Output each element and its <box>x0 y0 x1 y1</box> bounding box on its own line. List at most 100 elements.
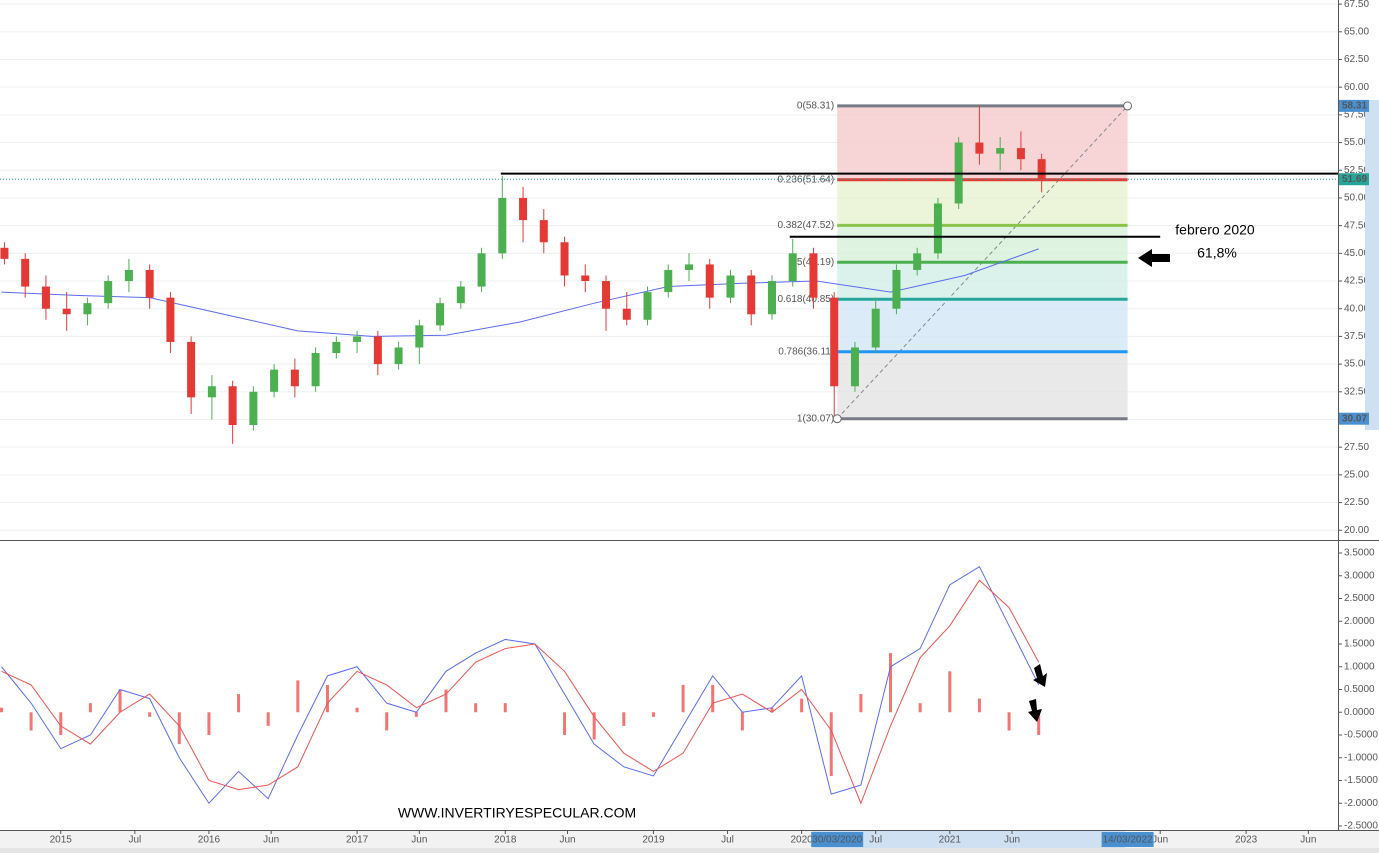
price-marker-label: 58.31 <box>1342 101 1367 112</box>
macd-line <box>1 565 1040 805</box>
histogram-bar <box>414 712 418 717</box>
histogram-bar <box>0 707 3 713</box>
fib-zone <box>837 179 1128 226</box>
y-tick-label: 57.50 <box>1344 110 1369 121</box>
histogram-bar <box>474 703 478 713</box>
candle-body <box>104 281 113 304</box>
histogram-bar <box>711 684 715 713</box>
histogram-bar <box>266 712 270 726</box>
candle-body <box>913 253 922 270</box>
histogram-bar <box>977 698 981 713</box>
histogram-bar <box>237 694 241 713</box>
histogram-bar <box>651 712 655 717</box>
x-tick-label: Jul <box>869 835 882 846</box>
candle-body <box>456 286 465 304</box>
fib-label: 0.382(47.52) <box>777 220 834 231</box>
fib-zone <box>837 262 1128 300</box>
arrow <box>1138 249 1170 267</box>
histogram-bar <box>444 689 448 713</box>
histogram-bar <box>681 684 685 713</box>
histogram-bar <box>88 703 92 713</box>
y-tick-label: 22.50 <box>1344 497 1369 508</box>
fib-zone <box>837 225 1128 263</box>
histogram-bar <box>118 689 122 713</box>
histogram-bar <box>829 712 833 776</box>
candle-body <box>809 253 818 298</box>
candle-body <box>685 264 694 270</box>
candle-body <box>145 269 154 298</box>
candle-body <box>62 308 71 315</box>
x-tick-label: Jun <box>1152 835 1168 846</box>
y-tick-label: 67.50 <box>1344 0 1369 10</box>
histogram-bar <box>59 712 63 735</box>
y-tick-label: 1.0000 <box>1344 661 1375 672</box>
candle-body <box>353 336 362 342</box>
candle-body <box>415 325 424 348</box>
candle-body <box>705 264 714 298</box>
y-tick-label: 0.0000 <box>1344 707 1375 718</box>
candle-body <box>539 220 548 243</box>
candle-body <box>124 269 133 282</box>
candle-body <box>21 258 30 287</box>
histogram-bar <box>296 680 300 713</box>
x-tick-label: Jun <box>1004 835 1020 846</box>
y-tick-label: 60.00 <box>1344 82 1369 93</box>
histogram-bar <box>503 703 507 713</box>
y-tick-label: 27.50 <box>1344 442 1369 453</box>
x-tick-label: 2017 <box>346 835 369 846</box>
x-tick-label: Jun <box>1300 835 1316 846</box>
candle-body <box>498 197 507 254</box>
x-tick-label: 2020 <box>790 835 813 846</box>
y-tick-label: 37.50 <box>1344 331 1369 342</box>
x-tick-label: Jul <box>721 835 734 846</box>
y-tick-label: 62.50 <box>1344 54 1369 65</box>
candle-body <box>622 308 631 320</box>
candle-body <box>394 347 403 365</box>
candle-body <box>664 269 673 293</box>
time-axis-highlight <box>812 830 1125 848</box>
candle-body <box>373 336 382 365</box>
y-tick-label: 3.5000 <box>1344 548 1375 559</box>
candle-body <box>249 391 258 426</box>
fib-zone <box>837 351 1128 419</box>
candle-body <box>560 242 569 276</box>
candle-body <box>581 275 590 282</box>
y-tick-label: -1.0000 <box>1344 752 1378 763</box>
histogram-bar <box>918 703 922 713</box>
candle-body <box>996 148 1005 154</box>
price-marker-label: 30.07 <box>1342 413 1367 424</box>
x-tick-label: 2018 <box>494 835 517 846</box>
y-tick-label: 55.00 <box>1344 137 1369 148</box>
histogram-bar <box>325 684 329 713</box>
date-marker <box>1101 832 1154 847</box>
candle-body <box>477 253 486 287</box>
y-tick-label: 2.0000 <box>1344 616 1375 627</box>
y-tick-label: -2.5000 <box>1344 821 1378 832</box>
candle-body <box>830 297 839 387</box>
x-tick-label: 2021 <box>939 835 962 846</box>
x-tick-label: 2019 <box>642 835 665 846</box>
histogram-bar <box>859 694 863 713</box>
y-tick-label: 45.00 <box>1344 248 1369 259</box>
candle-body <box>519 197 528 221</box>
y-tick-label: 40.00 <box>1344 303 1369 314</box>
price-marker-label: 51.69 <box>1342 174 1367 185</box>
histogram-bar <box>592 712 596 740</box>
toolbar <box>0 848 1379 853</box>
x-tick-label: Jul <box>128 835 141 846</box>
y-tick-label: 52.50 <box>1344 165 1369 176</box>
y-tick-label: 32.50 <box>1344 386 1369 397</box>
candle-body <box>1037 159 1046 180</box>
candle-body <box>290 369 299 387</box>
histogram-bar <box>385 712 389 731</box>
candle-body <box>0 247 9 259</box>
histogram-bar <box>1007 712 1011 731</box>
histogram-bar <box>800 698 804 713</box>
histogram-bar <box>948 671 952 713</box>
y-tick-label: 65.00 <box>1344 26 1369 37</box>
candle-body <box>332 341 341 354</box>
y-tick-label: 47.50 <box>1344 220 1369 231</box>
histogram-bar <box>622 712 626 726</box>
candle-body <box>228 386 237 426</box>
